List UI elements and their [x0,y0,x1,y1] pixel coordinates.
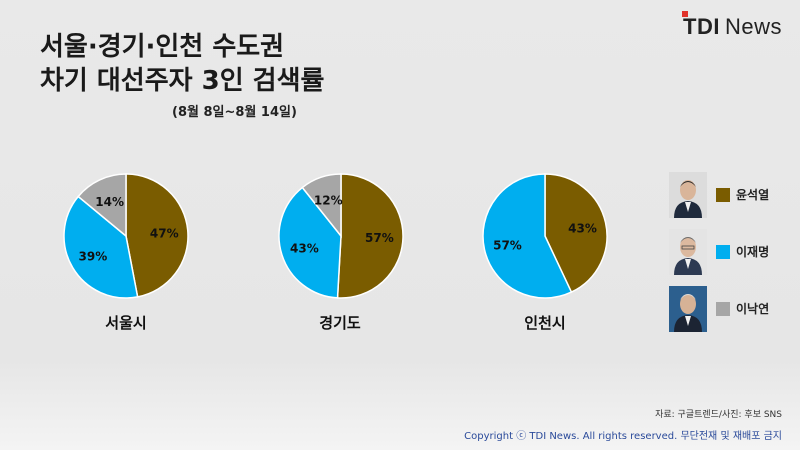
pie-data-label-gyeonggi-0: 57% [365,231,394,245]
pie-slice-seoul-1 [63,195,139,299]
pie-slice-gyeonggi-1 [278,186,342,299]
logo-brand: TDI [683,14,720,39]
pie-data-label-incheon-0: 43% [568,222,597,236]
candidate-photo [669,286,707,332]
brand-logo: TDI News [682,11,782,40]
pie-data-label-seoul-2: 14% [95,195,124,209]
title-line-2: 차기 대선주자 3인 검색률 [40,66,325,96]
copyright-notice: Copyright ⓒ TDI News. All rights reserve… [464,431,782,442]
pie-slice-incheon-0 [544,173,608,294]
pie-slice-seoul-2 [77,173,127,238]
pie-data-label-incheon-1: 57% [493,238,522,252]
pie-data-label-gyeonggi-1: 43% [290,242,319,256]
legend-name: 이낙연 [736,302,770,316]
candidate-photo [669,172,707,218]
pie-data-label-seoul-1: 39% [79,250,108,264]
legend-name: 이재명 [736,245,770,259]
pie-slice-seoul-0 [125,173,189,298]
pie-slice-gyeonggi-0 [336,173,404,299]
legend-swatch [716,245,730,259]
pie-label-seoul: 서울시 [105,314,147,332]
title-line-1: 서울·경기·인천 수도권 [40,32,285,62]
legend-swatch [716,302,730,316]
pie-slice-incheon-1 [482,173,573,299]
pie-data-label-gyeonggi-2: 12% [314,194,343,208]
logo-suffix: News [724,14,782,39]
pie-data-label-seoul-0: 47% [150,226,179,240]
pie-label-gyeonggi: 경기도 [319,314,361,332]
date-range-subtitle: (8월 8일~8월 14일) [172,105,297,120]
logo-mark [682,11,689,17]
pie-slice-gyeonggi-2 [301,173,342,239]
pie-label-incheon: 인천시 [524,314,566,332]
legend-name: 윤석열 [736,188,770,202]
candidate-photo [669,229,707,275]
chart-title: 서울·경기·인천 수도권 차기 대선주자 3인 검색률 [40,30,324,98]
legend-swatch [716,188,730,202]
source-note: 자료: 구글트렌드/사진: 후보 SNS [655,410,782,420]
